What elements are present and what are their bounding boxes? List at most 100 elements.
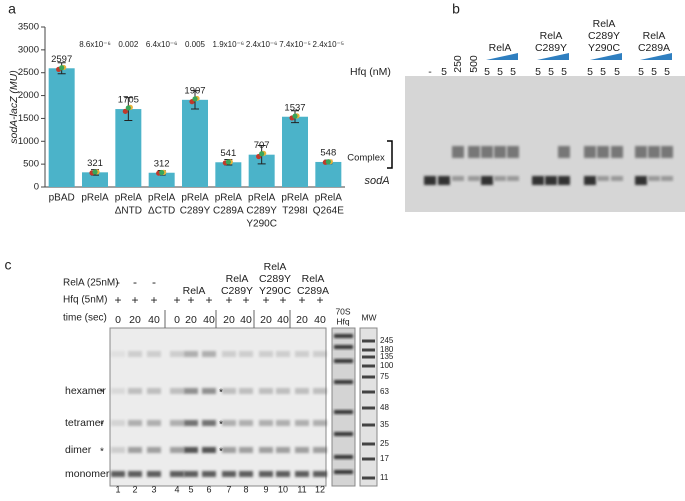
time: 20 <box>223 314 235 326</box>
side-gel <box>331 327 356 487</box>
replicate-dot <box>159 169 165 176</box>
side-band <box>334 410 353 414</box>
y-tick-label: 2500 <box>18 67 39 78</box>
x-tick-label: pRelA <box>215 193 243 204</box>
y-tick-label: 3500 <box>18 22 39 33</box>
hfq-label: Hfq (5nM) <box>63 295 107 306</box>
time: 40 <box>203 314 215 326</box>
gel-band <box>313 420 327 426</box>
plus: + <box>279 293 286 307</box>
mw-band <box>362 339 375 343</box>
group-label: Y290C <box>259 285 292 297</box>
time: 20 <box>260 314 272 326</box>
lane-number: 12 <box>315 484 325 494</box>
gel-band <box>295 447 309 453</box>
gel-band <box>170 351 184 357</box>
x-tick-label: pBAD <box>49 193 75 204</box>
side-band <box>334 432 353 436</box>
gel-band <box>313 447 327 453</box>
bar <box>215 162 242 187</box>
replicate-dot <box>125 105 131 111</box>
y-tick-label: 1000 <box>18 136 39 147</box>
mw-band <box>362 457 375 461</box>
gel-band <box>295 388 309 394</box>
hfq-label: Hfq (nM) <box>350 66 391 78</box>
gel-band <box>170 447 184 453</box>
gel-band <box>184 351 198 357</box>
p-value: 6.4x10⁻⁶ <box>146 40 178 49</box>
gel-band <box>222 388 236 394</box>
group-label: RelA <box>226 273 249 285</box>
time: 40 <box>277 314 289 326</box>
gel-band <box>202 388 216 394</box>
value-label: 548 <box>320 147 336 158</box>
time: 40 <box>240 314 252 326</box>
x-tick-label: Q264E <box>313 206 344 217</box>
complex-band <box>494 146 506 158</box>
gel-band <box>313 388 327 394</box>
gel-band <box>170 471 184 477</box>
x-tick-label: C289Y <box>180 206 211 217</box>
gradient-wedge <box>537 53 569 60</box>
mw-label: 11 <box>380 473 389 482</box>
free-band <box>584 176 596 185</box>
free-band <box>438 176 450 185</box>
gel-band <box>276 420 290 426</box>
y-tick-label: 1500 <box>18 113 39 124</box>
mw-label: 35 <box>380 420 389 429</box>
mw-label: 17 <box>380 454 389 463</box>
hfq-conc: 5 <box>587 66 593 78</box>
lane-number: 6 <box>206 484 211 494</box>
replicate-dot <box>225 159 231 165</box>
group-label: C289Y <box>535 42 567 54</box>
p-value: 0.002 <box>118 40 139 49</box>
time-label: time (sec) <box>63 313 107 324</box>
x-tick-label: C289A <box>213 206 244 217</box>
complex-band <box>661 146 673 158</box>
gel-band <box>111 351 125 357</box>
group-label: RelA <box>489 42 512 54</box>
time: 20 <box>129 314 141 326</box>
complex-band <box>635 146 647 158</box>
mw-title: MW <box>361 312 376 322</box>
hfq-conc: 5 <box>548 66 554 78</box>
group-label: RelA <box>593 18 616 30</box>
gel-band <box>170 420 184 426</box>
panel-label: c <box>5 257 12 273</box>
replicate-dot <box>92 169 98 175</box>
complex-band <box>507 146 519 158</box>
free-band <box>661 176 673 181</box>
hfq-conc: 250 <box>452 55 464 73</box>
group-label: Y290C <box>588 42 621 54</box>
gel-band <box>222 447 236 453</box>
bar <box>315 161 342 187</box>
y-tick-label: 0 <box>34 182 39 193</box>
complex-band <box>611 146 623 158</box>
bar <box>148 172 175 187</box>
group-label: C289Y <box>588 30 620 42</box>
bar <box>115 109 142 187</box>
mw-label: 25 <box>380 439 389 448</box>
plus: + <box>316 293 323 307</box>
gel-band <box>239 351 253 357</box>
complex-band <box>584 146 596 158</box>
x-tick-label: pRelA <box>81 193 109 204</box>
p-value: 1.9x10⁻⁶ <box>213 40 245 49</box>
hfq-conc: 5 <box>535 66 541 78</box>
gel-band <box>313 351 327 357</box>
side-band <box>334 345 353 349</box>
bar <box>48 68 75 187</box>
plus: + <box>131 293 138 307</box>
mw-label: 63 <box>380 387 389 396</box>
gel-band <box>128 351 142 357</box>
bar <box>82 172 108 187</box>
hfq-conc: 5 <box>561 66 567 78</box>
gel-band <box>239 420 253 426</box>
plus: + <box>114 293 121 307</box>
time: 40 <box>314 314 326 326</box>
free-band <box>635 176 647 185</box>
mw-label: 135 <box>380 352 394 361</box>
panel-label: b <box>452 1 460 17</box>
value-label: 1705 <box>118 95 139 106</box>
x-tick-label: pRelA <box>281 193 309 204</box>
